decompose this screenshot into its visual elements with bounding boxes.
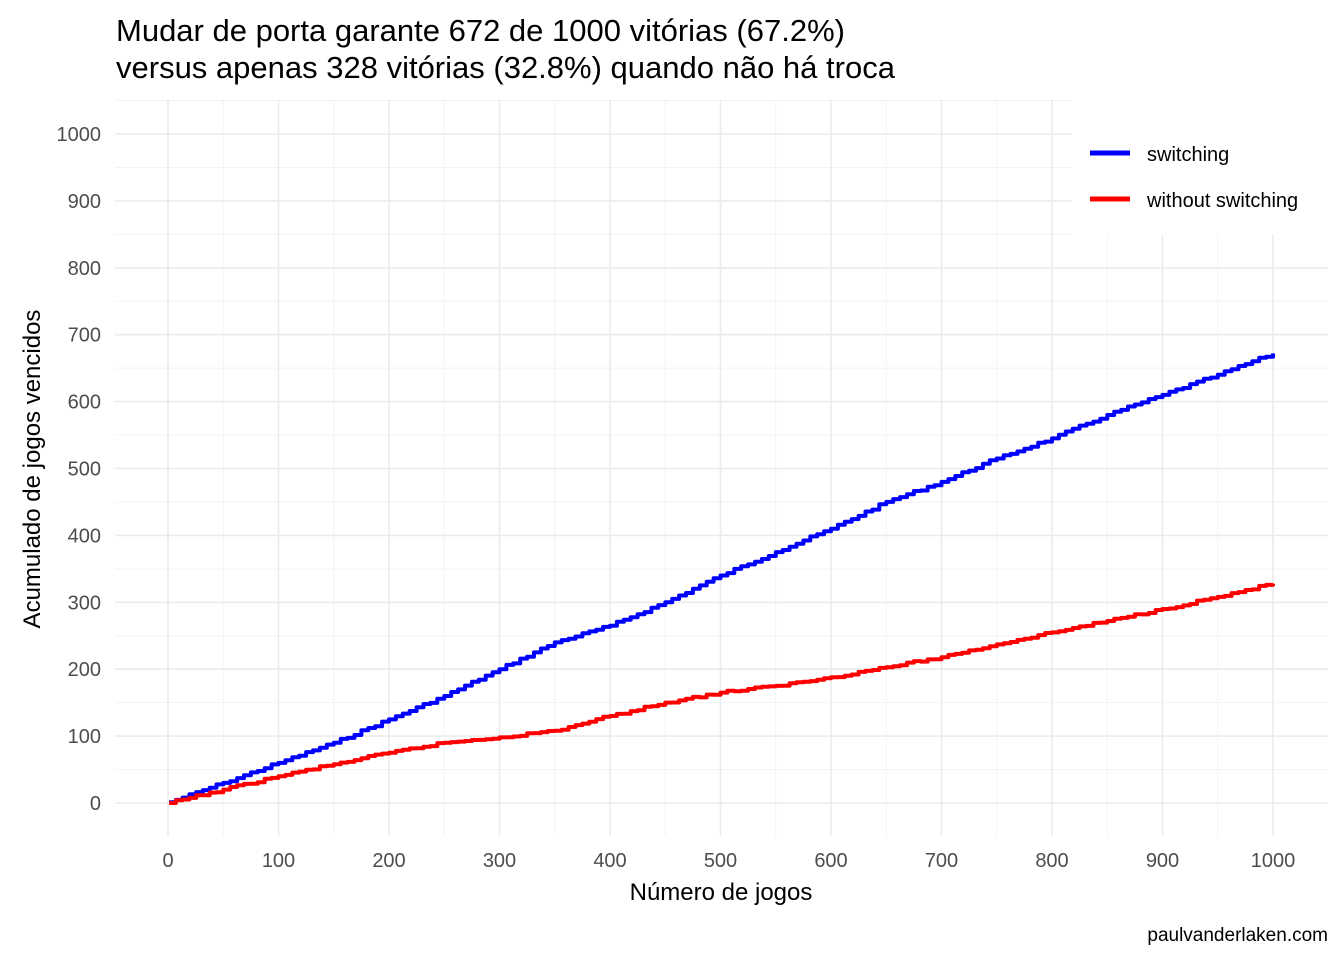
x-tick-label: 0 (162, 850, 173, 872)
y-tick-label: 0 (90, 793, 101, 815)
y-tick-label: 300 (68, 592, 101, 614)
legend-background (1072, 100, 1344, 235)
y-tick-label: 200 (68, 659, 101, 681)
x-tick-label: 700 (925, 850, 958, 872)
y-axis-ticks: 0 100 200 300 400 500 600 700 800 900 1000 (57, 124, 102, 815)
x-tick-label: 100 (262, 850, 295, 872)
x-tick-label: 200 (372, 850, 405, 872)
chart-title: Mudar de porta garante 672 de 1000 vitór… (116, 13, 845, 48)
y-tick-label: 500 (68, 459, 101, 481)
x-tick-label: 500 (704, 850, 737, 872)
y-axis-title: Acumulado de jogos vencidos (19, 310, 46, 629)
legend: switching without switching (1072, 100, 1344, 235)
x-tick-label: 300 (483, 850, 516, 872)
legend-label-without-switching: without switching (1146, 190, 1298, 212)
x-tick-label: 800 (1035, 850, 1068, 872)
x-tick-label: 600 (814, 850, 847, 872)
caption: paulvanderlaken.com (1147, 925, 1328, 946)
y-tick-label: 700 (68, 325, 101, 347)
y-tick-label: 1000 (57, 124, 102, 146)
x-tick-label: 900 (1146, 850, 1179, 872)
y-tick-label: 100 (68, 726, 101, 748)
x-tick-label: 400 (593, 850, 626, 872)
x-axis-ticks: 0 100 200 300 400 500 600 700 800 900 1000 (162, 850, 1295, 872)
y-tick-label: 800 (68, 258, 101, 280)
grid (115, 100, 1328, 836)
series-line-without-switching (169, 582, 1275, 805)
legend-label-switching: switching (1147, 144, 1229, 166)
series-line-switching (169, 353, 1275, 805)
series-lines (169, 353, 1275, 805)
x-axis-title: Número de jogos (630, 879, 813, 906)
chart-subtitle: versus apenas 328 vitórias (32.8%) quand… (116, 50, 896, 85)
y-tick-label: 600 (68, 392, 101, 414)
x-tick-label: 1000 (1251, 850, 1296, 872)
y-tick-label: 900 (68, 191, 101, 213)
y-tick-label: 400 (68, 525, 101, 547)
